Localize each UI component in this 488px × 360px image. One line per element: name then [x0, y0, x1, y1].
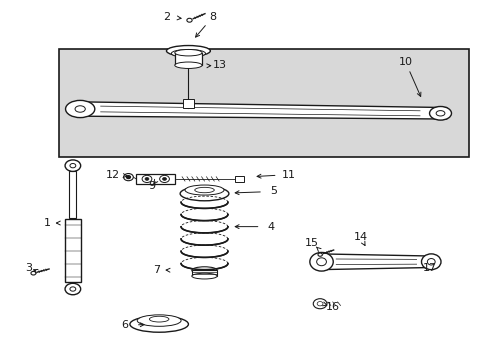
Text: 6: 6 — [122, 320, 128, 330]
Text: 7: 7 — [153, 265, 160, 275]
Circle shape — [317, 253, 322, 256]
Text: 17: 17 — [422, 263, 436, 273]
Ellipse shape — [309, 252, 332, 271]
Ellipse shape — [421, 254, 440, 270]
Circle shape — [145, 177, 149, 180]
Ellipse shape — [130, 316, 188, 332]
Ellipse shape — [194, 187, 214, 193]
Ellipse shape — [171, 49, 205, 57]
Bar — [64, 220, 81, 282]
Bar — [234, 176, 243, 182]
Ellipse shape — [180, 186, 228, 201]
Circle shape — [65, 160, 81, 171]
Bar — [69, 171, 76, 218]
Ellipse shape — [65, 100, 95, 118]
Circle shape — [159, 175, 169, 183]
Ellipse shape — [137, 315, 181, 326]
Circle shape — [126, 176, 130, 179]
Circle shape — [123, 174, 133, 181]
Bar — [191, 270, 217, 276]
Bar — [136, 174, 175, 184]
Circle shape — [317, 302, 323, 306]
Polygon shape — [319, 254, 430, 270]
Bar — [182, 99, 194, 108]
Text: 1: 1 — [43, 218, 50, 228]
Ellipse shape — [174, 49, 202, 56]
Ellipse shape — [149, 316, 168, 322]
Text: 15: 15 — [304, 238, 318, 248]
Text: 5: 5 — [270, 186, 277, 197]
Circle shape — [313, 299, 326, 309]
Circle shape — [186, 18, 192, 22]
Circle shape — [162, 177, 166, 180]
Ellipse shape — [191, 273, 217, 279]
Circle shape — [142, 175, 152, 183]
Ellipse shape — [427, 258, 434, 265]
Text: 16: 16 — [325, 302, 340, 312]
Text: 12: 12 — [105, 170, 120, 180]
Text: 14: 14 — [353, 232, 367, 242]
Ellipse shape — [191, 267, 217, 274]
Text: 8: 8 — [209, 12, 216, 22]
Text: 9: 9 — [148, 181, 155, 192]
Text: 13: 13 — [213, 60, 226, 70]
Ellipse shape — [435, 111, 444, 116]
Bar — [59, 49, 468, 157]
Text: 4: 4 — [267, 222, 274, 231]
Polygon shape — [79, 102, 446, 119]
Circle shape — [31, 271, 36, 275]
Text: 11: 11 — [281, 170, 295, 180]
Text: 10: 10 — [398, 57, 411, 67]
Text: 3: 3 — [25, 263, 32, 273]
Circle shape — [70, 163, 76, 168]
Bar — [174, 53, 202, 65]
Ellipse shape — [184, 185, 224, 195]
Ellipse shape — [428, 107, 450, 120]
Ellipse shape — [316, 258, 326, 266]
Circle shape — [70, 287, 76, 291]
Text: 2: 2 — [163, 12, 170, 22]
Circle shape — [65, 283, 81, 295]
Ellipse shape — [174, 62, 202, 68]
Ellipse shape — [166, 45, 210, 56]
Ellipse shape — [75, 106, 85, 112]
